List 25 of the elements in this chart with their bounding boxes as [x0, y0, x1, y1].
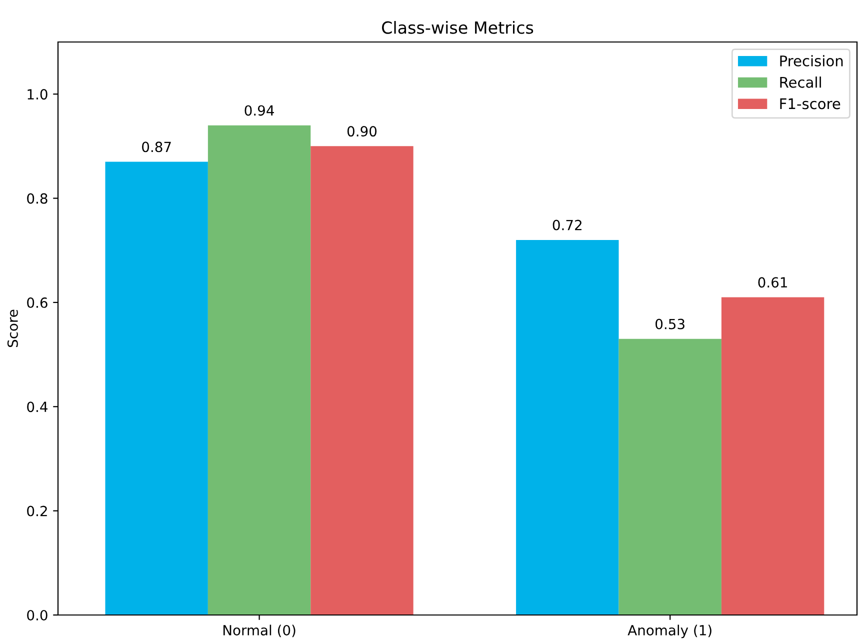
data-label: 0.90: [347, 126, 377, 137]
bar: [310, 146, 414, 615]
chart-title: Class-wise Metrics: [382, 21, 534, 34]
y-tick-label: 0.2: [27, 506, 47, 516]
data-label: 0.94: [244, 105, 274, 116]
x-tick-label: Anomaly (1): [628, 624, 712, 638]
bar: [721, 297, 824, 615]
bar: [618, 338, 722, 615]
data-label: 0.61: [758, 277, 787, 288]
data-label: 0.53: [656, 318, 684, 330]
y-tick-label: 1.0: [28, 89, 48, 100]
x-tick-label: Normal (0): [223, 624, 296, 638]
y-tick-label: 0.4: [27, 402, 48, 412]
legend-label: Recall: [780, 76, 821, 88]
y-axis-title: Score: [7, 310, 18, 348]
legend-label: F1-score: [780, 98, 840, 110]
bar: [105, 162, 208, 615]
legend-label: Precision: [780, 55, 843, 66]
data-label: 0.72: [552, 220, 582, 230]
bar: [516, 240, 619, 615]
y-tick-label: 0.6: [27, 297, 48, 308]
y-tick-label: 0.0: [27, 610, 48, 620]
y-tick-label: 0.8: [27, 193, 48, 204]
data-label: 0.87: [142, 142, 171, 152]
bar: [208, 125, 311, 615]
